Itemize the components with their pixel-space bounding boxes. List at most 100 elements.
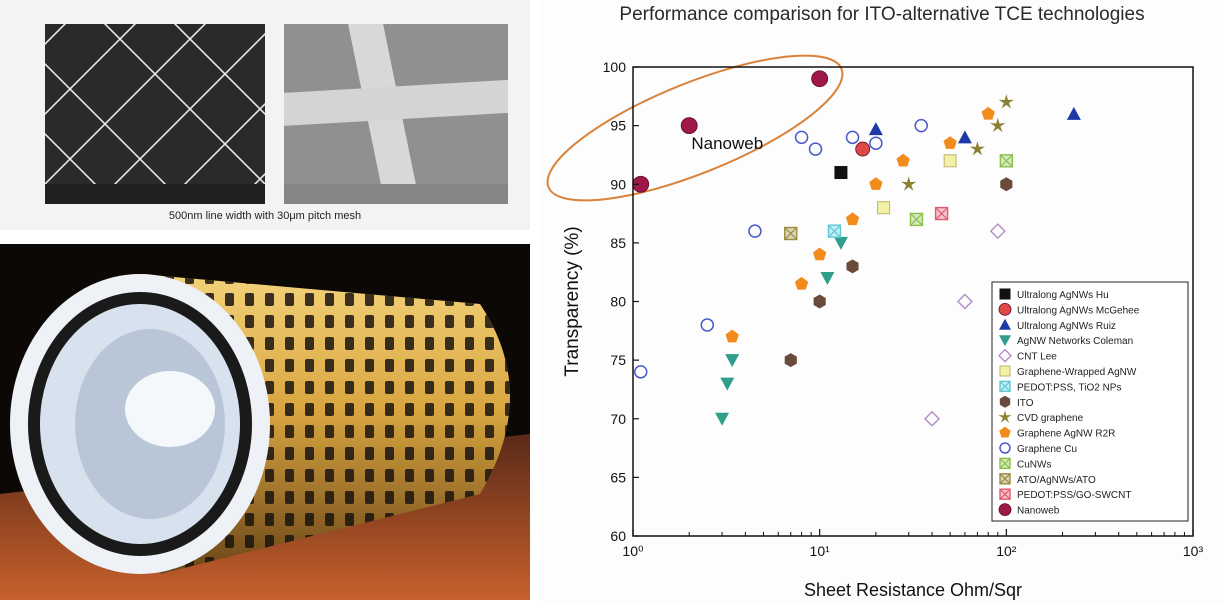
- data-point: [725, 354, 740, 368]
- x-tick-label: 10²: [996, 543, 1017, 559]
- x-axis-label: Sheet Resistance Ohm/Sqr: [804, 580, 1022, 600]
- series-cunws: [909, 154, 1014, 227]
- x-tick-label: 10¹: [810, 543, 831, 559]
- data-point: [969, 141, 986, 156]
- nanoweb-annotation: Nanoweb: [691, 134, 763, 153]
- data-point: [725, 329, 739, 343]
- data-point: [1066, 106, 1081, 120]
- data-point: [869, 177, 883, 190]
- legend-marker: [999, 380, 1011, 393]
- data-point: [934, 206, 949, 221]
- data-point: [633, 365, 648, 379]
- data-point: [680, 117, 698, 135]
- data-point: [1000, 177, 1013, 192]
- data-point: [700, 318, 715, 332]
- legend-entry: CuNWs: [1017, 459, 1051, 470]
- data-point: [784, 353, 797, 368]
- legend-entry: Graphene-Wrapped AgNW: [1017, 367, 1137, 378]
- series-ultralong-agnws-mcgehee: [855, 141, 871, 157]
- data-point: [957, 130, 972, 144]
- data-point: [813, 247, 827, 261]
- data-point: [715, 412, 730, 426]
- y-tick-label: 80: [610, 294, 626, 310]
- data-point: [846, 259, 859, 274]
- y-tick-label: 85: [610, 235, 626, 251]
- legend-entry: CVD graphene: [1017, 413, 1084, 424]
- legend-marker: [999, 488, 1011, 500]
- y-tick-label: 70: [610, 411, 626, 427]
- legend-entry: ATO/AgNWs/ATO: [1017, 475, 1096, 486]
- legend-entry: ITO: [1017, 398, 1034, 409]
- y-tick-label: 75: [610, 352, 626, 368]
- data-point: [748, 224, 762, 238]
- sem-caption: 500nm line width with 30μm pitch mesh: [168, 210, 362, 222]
- series-ito: [784, 177, 1013, 368]
- data-point: [999, 154, 1014, 168]
- sem-image-panel: 500nm line width with 30μm pitch mesh: [0, 0, 530, 230]
- legend-marker: [998, 302, 1012, 316]
- data-point: [877, 201, 891, 215]
- chart-title: Performance comparison for ITO-alternati…: [619, 4, 1145, 25]
- x-tick-label: 10³: [1183, 543, 1204, 559]
- series-graphene-agnw-r2r: [725, 106, 995, 343]
- nanoweb-highlight-ellipse: [546, 54, 844, 202]
- scatter-chart: 60 65 70 75 80 85 90 95 100 10⁰ 10¹ 10² 10³ Transpare…: [546, 54, 1204, 600]
- data-point: [943, 154, 957, 168]
- data-point: [868, 122, 883, 136]
- y-tick-label: 90: [610, 176, 626, 192]
- data-point: [833, 236, 848, 250]
- x-tick-label: 10⁰: [622, 543, 644, 559]
- sem-mesh-closeup-image: [284, 24, 508, 204]
- y-tick-label: 60: [610, 528, 626, 544]
- series-pedot-pss-tio2-nps: [827, 224, 842, 238]
- data-point: [990, 117, 1006, 133]
- legend-marker: [999, 426, 1011, 438]
- series-cvd-graphene: [901, 94, 1014, 191]
- sem-mesh-overview-image: [45, 24, 265, 204]
- legend-box: [991, 281, 1189, 522]
- legend-entry: PEDOT:PSS, TiO2 NPs: [1017, 382, 1121, 393]
- series-nanoweb: [632, 70, 829, 193]
- series-pedot-pss-go-swcnt: [934, 206, 949, 221]
- data-point: [981, 106, 995, 120]
- legend-marker: [999, 318, 1011, 330]
- legend-marker: [999, 395, 1011, 408]
- series-cnt-lee: [924, 223, 1006, 427]
- data-point: [834, 166, 848, 180]
- data-point: [956, 293, 973, 310]
- nanoweb-cylinder-render: [0, 244, 530, 600]
- data-point: [869, 136, 883, 150]
- y-tick-label: 65: [610, 469, 626, 485]
- series-ultralong-agnws-hu: [834, 166, 848, 180]
- y-tick-label: 95: [610, 118, 626, 134]
- legend-marker: [998, 503, 1012, 517]
- legend-marker: [999, 457, 1011, 470]
- legend-entry: AgNW Networks Coleman: [1017, 336, 1133, 347]
- data-point: [808, 142, 823, 156]
- y-axis-label: Transparency (%): [562, 226, 583, 376]
- data-point: [794, 276, 809, 290]
- legend-entry: Nanoweb: [1017, 506, 1060, 517]
- series-agnw-networks-coleman: [715, 236, 848, 426]
- legend-entry: PEDOT:PSS/GO-SWCNT: [1017, 490, 1131, 501]
- series-ultralong-agnws-ruiz: [868, 106, 1081, 144]
- data-point: [845, 130, 860, 145]
- legend-entry: Ultralong AgNWs Ruiz: [1017, 321, 1116, 332]
- y-tick-label: 100: [603, 59, 627, 75]
- legend-marker: [999, 335, 1011, 347]
- data-point: [845, 212, 860, 226]
- data-point: [720, 377, 735, 391]
- legend-entry: CNT Lee: [1017, 352, 1057, 363]
- legend-entry: Graphene Cu: [1017, 444, 1077, 455]
- legend-marker: [999, 473, 1011, 485]
- data-point: [914, 118, 928, 133]
- series-ato-agnws-ato: [784, 226, 798, 241]
- legend-entry: Ultralong AgNWs McGehee: [1017, 305, 1140, 316]
- data-point: [827, 224, 842, 238]
- data-point: [813, 294, 826, 309]
- data-point: [820, 272, 835, 286]
- series-graphene-wrapped-agnw: [877, 154, 957, 215]
- data-point: [855, 141, 871, 157]
- data-point: [924, 410, 941, 427]
- legend-marker: [998, 410, 1012, 423]
